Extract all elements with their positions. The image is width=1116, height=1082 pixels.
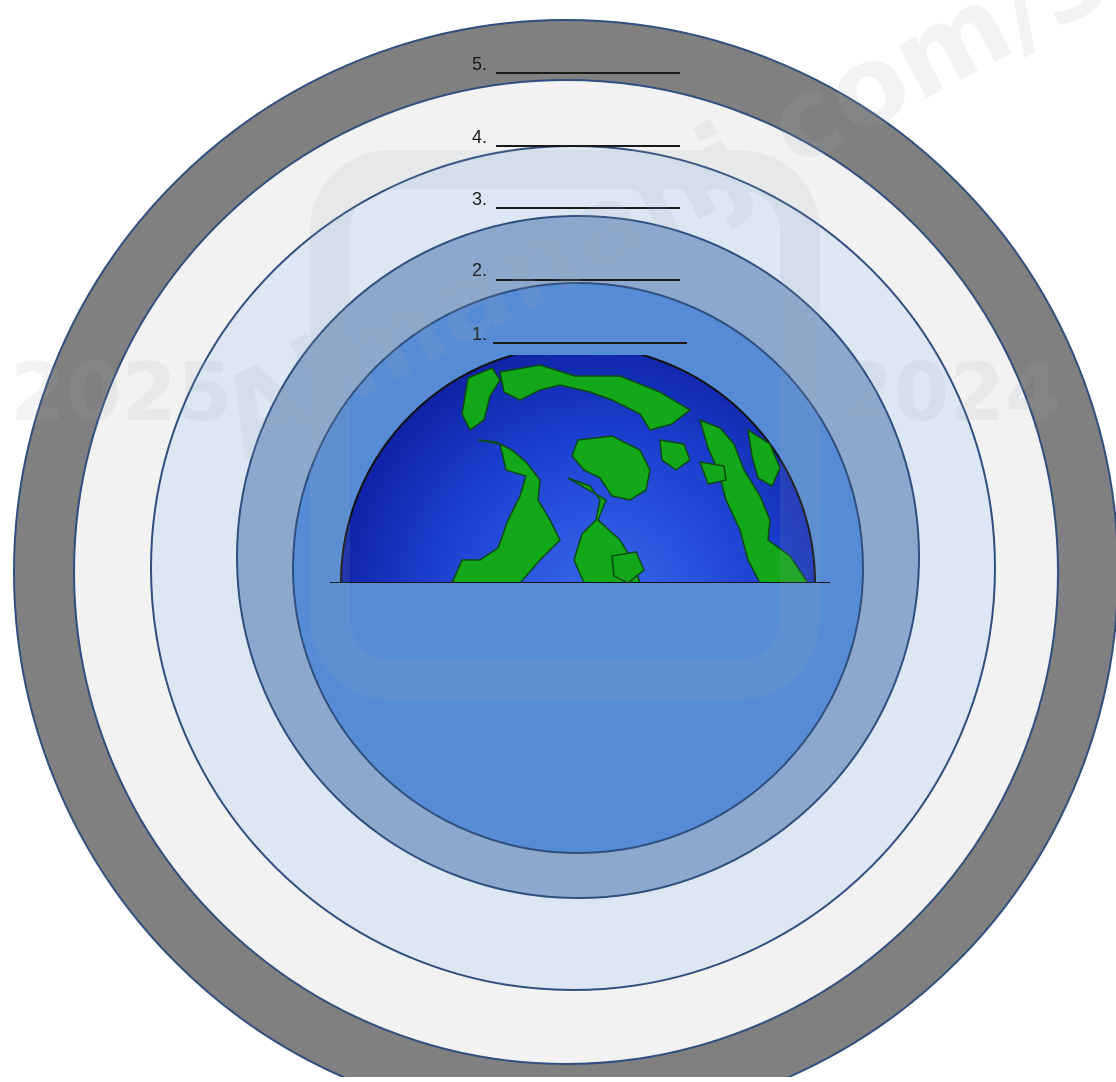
watermark-year-right: 2024 <box>838 346 1061 439</box>
label-layer-3: 3. <box>472 189 680 209</box>
label-layer-2-number: 2. <box>472 260 487 280</box>
label-layer-1: 1. <box>472 324 687 344</box>
watermark-phone-icon <box>310 150 820 700</box>
label-layer-4-number: 4. <box>472 127 487 147</box>
watermark-year-left: 2025 <box>10 346 233 439</box>
label-layer-3-number: 3. <box>472 189 487 209</box>
label-layer-2: 2. <box>472 260 680 281</box>
label-layer-5-number: 5. <box>472 54 487 74</box>
layer-labels: 5. 4. 3. 2. 1. <box>472 54 687 344</box>
label-layer-4: 4. <box>472 127 680 147</box>
label-layer-5: 5. <box>472 54 680 74</box>
label-layer-1-number: 1. <box>472 324 487 344</box>
earth-globe-icon <box>330 355 830 583</box>
